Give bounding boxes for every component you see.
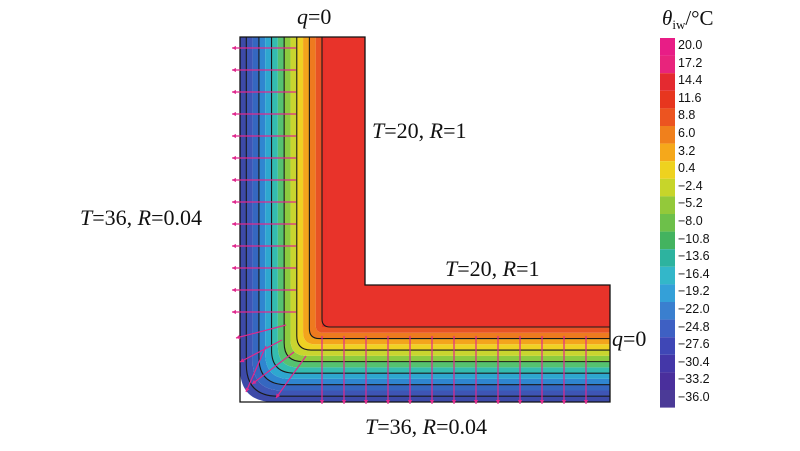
- colorbar-swatch: [660, 55, 675, 74]
- heat-flux-arrow: [232, 111, 296, 117]
- heat-flux-arrow: [275, 355, 307, 399]
- colorbar-tick-label: −30.4: [678, 354, 710, 369]
- colorbar-swatch: [660, 73, 675, 91]
- colorbar-tick-label: −13.6: [678, 249, 710, 264]
- colorbar-tick-label: 6.0: [678, 126, 696, 140]
- colorbar-tick-label: −36.0: [678, 390, 710, 404]
- heat-flux-arrow: [341, 336, 347, 404]
- colorbar-swatch: [660, 38, 675, 56]
- colorbar-swatch: [660, 266, 675, 285]
- heat-flux-arrow: [232, 265, 296, 271]
- heat-flux-arrow: [473, 336, 479, 404]
- heat-flux-arrow: [319, 336, 325, 404]
- heat-flux-arrow: [561, 336, 567, 404]
- colorbar-tick-label: 20.0: [678, 38, 703, 52]
- colorbar-swatch: [660, 390, 675, 408]
- heat-flux-arrow: [539, 336, 545, 404]
- heat-flux-arrow: [232, 89, 296, 95]
- colorbar-symbol: θ: [662, 6, 673, 30]
- colorbar-tick-label: −5.2: [678, 196, 703, 211]
- warm-region-fill: [325, 37, 610, 325]
- heat-flux-arrow: [232, 67, 296, 73]
- heat-flux-arrow: [235, 324, 287, 340]
- colorbar-title: θiw/°C: [662, 6, 714, 33]
- label-inner-vertical: T=20, R=1: [372, 118, 467, 143]
- heat-flux-arrow: [517, 336, 523, 404]
- isotherm-line: [308, 37, 610, 340]
- label-q0-right: q=0: [612, 326, 647, 351]
- colorbar-swatch: [660, 214, 675, 232]
- heat-flux-arrow: [239, 339, 283, 363]
- label-outer-bottom: T=36, R=0.04: [365, 414, 488, 439]
- colorbar-tick-label: −19.2: [678, 284, 710, 299]
- colorbar-tick-label: −22.0: [678, 302, 710, 316]
- colorbar-swatch: [660, 231, 675, 250]
- colorbar-swatch: [660, 354, 675, 373]
- colorbar-swatch: [660, 178, 675, 197]
- heat-flux-arrow: [232, 45, 296, 51]
- colorbar-tick-label: 17.2: [678, 55, 703, 70]
- isotherm-line: [270, 37, 610, 374]
- colorbar-subscript: iw: [672, 17, 686, 32]
- heat-flux-arrow: [232, 287, 296, 293]
- label-inner-horizontal: T=20, R=1: [445, 256, 540, 281]
- colorbar-tick-label: 11.6: [678, 90, 702, 105]
- colorbar-swatch: [660, 90, 675, 109]
- colorbar-tick-label: −10.8: [678, 231, 710, 246]
- heat-flux-arrow: [232, 133, 296, 139]
- heat-flux-arrow: [495, 336, 501, 404]
- heat-flux-arrow: [407, 336, 413, 404]
- heat-flux-arrow: [232, 221, 296, 227]
- colorbar-swatch: [660, 249, 675, 267]
- colorbar-tick-label: 8.8: [678, 108, 696, 123]
- label-outer-left: T=36, R=0.04: [80, 205, 203, 230]
- colorbar-swatch: [660, 161, 675, 179]
- heat-flux-arrow: [451, 336, 457, 404]
- colorbar-tick-label: −16.4: [678, 266, 710, 281]
- heat-flux-arrow: [232, 243, 296, 249]
- colorbar-swatch: [660, 143, 675, 162]
- colorbar-swatch: [660, 337, 675, 355]
- isotherm-line: [321, 37, 610, 328]
- heat-flux-arrow: [429, 336, 435, 404]
- wall-outline: [239, 36, 611, 403]
- colorbar-swatch: [660, 196, 675, 214]
- heat-flux-arrow: [385, 336, 391, 404]
- heat-flux-arrow: [251, 351, 295, 385]
- heat-flux-arrow: [232, 309, 296, 315]
- colorbar-tick-label: −8.0: [678, 214, 703, 228]
- colorbar-swatch: [660, 302, 675, 320]
- colorbar-swatch: [660, 108, 675, 126]
- colorbar-tick-label: 14.4: [678, 73, 703, 88]
- colorbar-tick-label: −27.6: [678, 337, 710, 352]
- isotherm-line: [296, 37, 610, 351]
- heat-flux-arrow: [245, 345, 267, 393]
- colorbar-swatch: [660, 372, 675, 390]
- colorbar-tick-label: 3.2: [678, 143, 696, 158]
- colorbar-tick-label: 0.4: [678, 161, 696, 176]
- heat-flux-arrow: [232, 177, 296, 183]
- heat-flux-arrow: [363, 336, 369, 404]
- colorbar-tick-label: −2.4: [678, 178, 703, 193]
- colorbar-swatch: [660, 284, 675, 302]
- heat-flux-arrow: [232, 199, 296, 205]
- colorbar-swatch: [660, 319, 675, 338]
- heat-flux-arrow: [583, 336, 589, 404]
- colorbar-tick-label: −33.2: [678, 372, 710, 387]
- colorbar-tick-label: −24.8: [678, 319, 710, 334]
- colorbar-swatch: [660, 126, 675, 144]
- heat-flux-arrow: [232, 155, 296, 161]
- colorbar-unit: /°C: [685, 6, 714, 30]
- label-q0-top: q=0: [297, 4, 332, 29]
- isotherm-line: [258, 37, 610, 386]
